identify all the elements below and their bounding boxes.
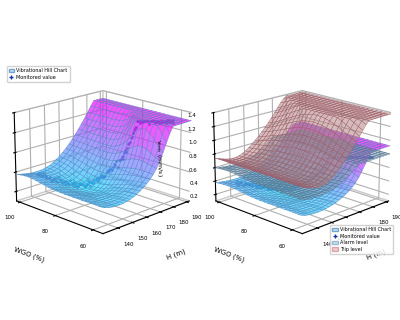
X-axis label: H (m): H (m) <box>166 248 187 261</box>
Y-axis label: WGO (%): WGO (%) <box>212 246 245 263</box>
X-axis label: H (m): H (m) <box>366 248 386 261</box>
Y-axis label: WGO (%): WGO (%) <box>13 246 46 263</box>
Legend: Vibrational Hill Chart, Monitored value: Vibrational Hill Chart, Monitored value <box>6 66 70 82</box>
Legend: Vibrational Hill Chart, Monitored value, Alarm level, Trip level: Vibrational Hill Chart, Monitored value,… <box>330 226 394 254</box>
